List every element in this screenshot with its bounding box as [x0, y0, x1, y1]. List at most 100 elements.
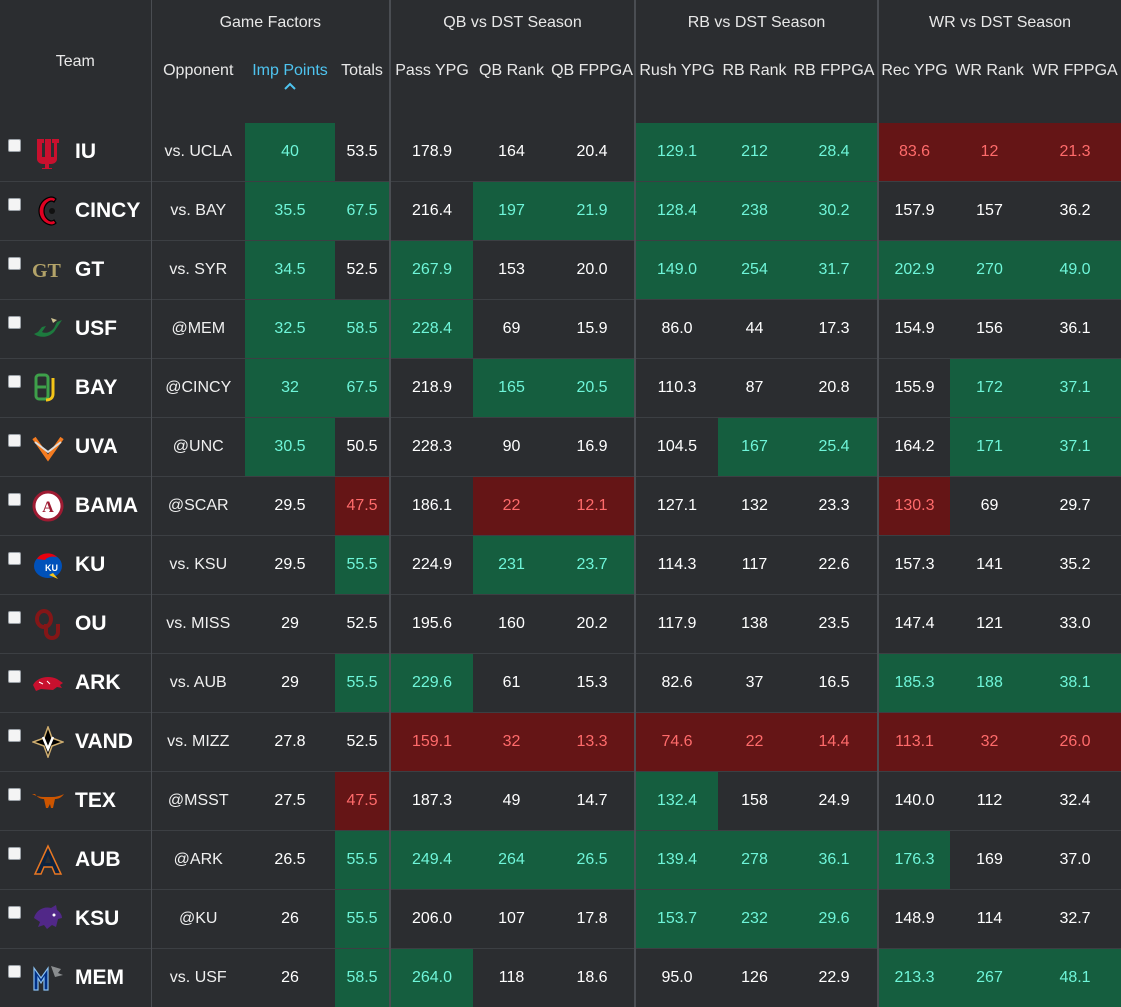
rec-ypg-cell: 164.2 [878, 418, 950, 477]
rec-ypg-cell: 157.3 [878, 536, 950, 595]
qb-fppga-column-header[interactable]: QB FPPGA [550, 45, 635, 123]
cincy-logo [31, 194, 65, 228]
rec-ypg-cell: 154.9 [878, 300, 950, 359]
totals-column-header[interactable]: Totals [335, 45, 390, 123]
rush-ypg-cell: 110.3 [635, 359, 718, 418]
qb-rank-cell: 61 [473, 654, 550, 713]
pass-ypg-cell: 228.4 [390, 300, 473, 359]
row-select-checkbox[interactable] [8, 611, 21, 624]
wr-rank-cell: 169 [950, 831, 1029, 890]
rec-ypg-column-header[interactable]: Rec YPG [878, 45, 950, 123]
qb-fppga-cell: 16.9 [550, 418, 635, 477]
row-select-checkbox[interactable] [8, 788, 21, 801]
rec-ypg-cell: 155.9 [878, 359, 950, 418]
row-select-checkbox[interactable] [8, 670, 21, 683]
qb-rank-cell: 197 [473, 182, 550, 241]
wr-fppga-cell: 37.1 [1029, 359, 1121, 418]
row-select-checkbox[interactable] [8, 257, 21, 270]
rush-ypg-column-header[interactable]: Rush YPG [635, 45, 718, 123]
rb-fppga-column-header[interactable]: RB FPPGA [791, 45, 878, 123]
row-select-checkbox[interactable] [8, 847, 21, 860]
wr-rank-cell: 114 [950, 890, 1029, 949]
row-select-checkbox[interactable] [8, 139, 21, 152]
qb-rank-column-header[interactable]: QB Rank [473, 45, 550, 123]
row-select-checkbox[interactable] [8, 965, 21, 978]
opponent-cell: @ARK [151, 831, 245, 890]
row-select-checkbox[interactable] [8, 375, 21, 388]
imp-points-cell: 26 [245, 890, 335, 949]
row-select-checkbox[interactable] [8, 729, 21, 742]
rb-rank-column-header[interactable]: RB Rank [718, 45, 791, 123]
rb-rank-cell: 117 [718, 536, 791, 595]
imp-points-cell: 35.5 [245, 182, 335, 241]
row-select-checkbox[interactable] [8, 552, 21, 565]
wr-rank-cell: 12 [950, 123, 1029, 182]
team-column-header[interactable]: Team [0, 0, 151, 123]
rb-fppga-cell: 24.9 [791, 772, 878, 831]
rb-rank-cell: 238 [718, 182, 791, 241]
row-select-checkbox[interactable] [8, 906, 21, 919]
team-cell: MEM [0, 949, 151, 1007]
qb-rank-cell: 264 [473, 831, 550, 890]
ku-logo: KU [31, 548, 65, 582]
team-cell: ARK [0, 654, 151, 713]
rec-ypg-cell: 113.1 [878, 713, 950, 772]
opponent-cell: @CINCY [151, 359, 245, 418]
team-cell: IU [0, 123, 151, 182]
aub-logo [31, 843, 65, 877]
wr-rank-column-header[interactable]: WR Rank [950, 45, 1029, 123]
row-select-checkbox[interactable] [8, 198, 21, 211]
rb-rank-cell: 138 [718, 595, 791, 654]
pass-ypg-column-header[interactable]: Pass YPG [390, 45, 473, 123]
row-select-checkbox[interactable] [8, 493, 21, 506]
opponent-column-header[interactable]: Opponent [151, 45, 245, 123]
rush-ypg-cell: 128.4 [635, 182, 718, 241]
row-select-checkbox[interactable] [8, 434, 21, 447]
wr-fppga-cell: 29.7 [1029, 477, 1121, 536]
imp-points-cell: 27.8 [245, 713, 335, 772]
imp-points-cell: 29.5 [245, 536, 335, 595]
qb-fppga-cell: 17.8 [550, 890, 635, 949]
imp-points-cell: 40 [245, 123, 335, 182]
qb-rank-cell: 32 [473, 713, 550, 772]
pass-ypg-cell: 216.4 [390, 182, 473, 241]
imp-points-column-header[interactable]: Imp Points [245, 45, 335, 123]
wr-rank-cell: 172 [950, 359, 1029, 418]
rb-fppga-cell: 23.3 [791, 477, 878, 536]
rush-ypg-cell: 82.6 [635, 654, 718, 713]
row-select-checkbox[interactable] [8, 316, 21, 329]
rb-fppga-cell: 30.2 [791, 182, 878, 241]
rb-fppga-cell: 22.6 [791, 536, 878, 595]
rush-ypg-cell: 153.7 [635, 890, 718, 949]
wr-rank-cell: 270 [950, 241, 1029, 300]
rec-ypg-cell: 185.3 [878, 654, 950, 713]
wr-fppga-cell: 49.0 [1029, 241, 1121, 300]
rush-ypg-cell: 149.0 [635, 241, 718, 300]
rb-rank-cell: 232 [718, 890, 791, 949]
rec-ypg-cell: 157.9 [878, 182, 950, 241]
bay-logo [31, 371, 65, 405]
team-abbr: GT [75, 258, 104, 282]
rb-rank-cell: 87 [718, 359, 791, 418]
wr-fppga-column-header[interactable]: WR FPPGA [1029, 45, 1121, 123]
rush-ypg-cell: 117.9 [635, 595, 718, 654]
rush-ypg-cell: 129.1 [635, 123, 718, 182]
opponent-cell: @UNC [151, 418, 245, 477]
group-header-wr: WR vs DST Season [878, 0, 1121, 45]
